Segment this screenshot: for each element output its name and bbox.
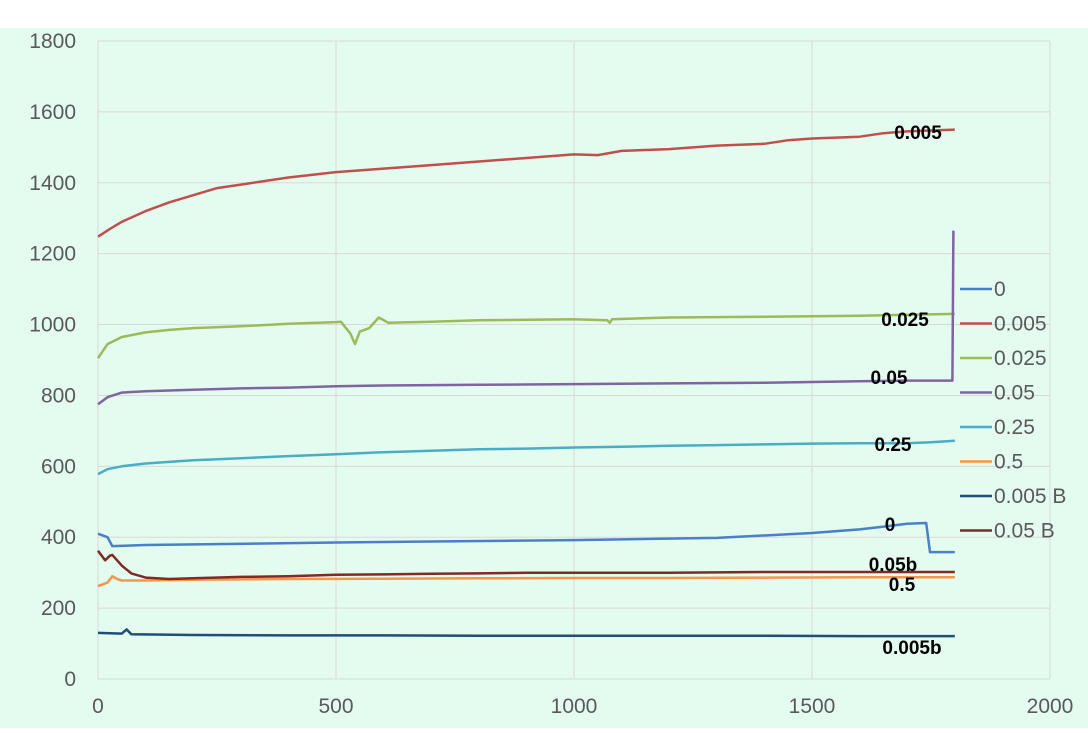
series-line-5 <box>97 439 955 476</box>
series-label-6: 0.5 <box>889 575 916 596</box>
legend-entry-2: 0.005 <box>994 313 1047 336</box>
y-tick-label: 600 <box>41 455 76 478</box>
series-label-3: 0.025 <box>881 310 929 331</box>
y-tick-label: 1400 <box>29 172 76 195</box>
x-tick-label: 1500 <box>789 695 836 718</box>
legend-entry-5: 0.25 <box>994 416 1035 439</box>
series-line-2 <box>97 128 955 238</box>
legend-entry-1: 0 <box>994 278 1006 301</box>
y-tick-label: 200 <box>41 597 76 620</box>
series-label-1: 0 <box>885 515 896 536</box>
series-line-3 <box>96 312 955 359</box>
legend: 0 0.005 0.025 0.05 0.25 0.5 0.005 B 0.05 B <box>960 278 1066 543</box>
chart-top-strip <box>0 0 1088 28</box>
series-end-labels: 0 0.005 0.025 0.05 0.25 0.5 0.005b 0.05b <box>869 123 943 659</box>
x-tick-label: 0 <box>92 695 104 718</box>
legend-entry-8: 0.05 B <box>994 520 1055 543</box>
series-line-1 <box>97 521 955 554</box>
series-line-6 <box>97 574 955 588</box>
y-tick-label: 1000 <box>29 314 76 337</box>
series-label-5: 0.25 <box>875 435 912 456</box>
y-tick-label: 1200 <box>29 243 76 266</box>
y-tick-label: 1600 <box>29 101 76 124</box>
series-line-8 <box>96 549 955 581</box>
series-line-7 <box>97 628 955 638</box>
series-line-4 <box>97 230 955 406</box>
y-tick-label: 800 <box>41 384 76 407</box>
y-tick-label: 0 <box>64 668 76 691</box>
series-label-7: 0.005b <box>882 638 941 659</box>
axis-ticks: 0 200 400 600 800 1000 1200 1400 1600 1800 0 500 100… <box>29 30 1073 718</box>
x-tick-label: 1000 <box>551 695 598 718</box>
y-tick-label: 1800 <box>29 30 76 53</box>
legend-entry-3: 0.025 <box>994 347 1047 370</box>
x-tick-label: 2000 <box>1027 695 1074 718</box>
series-lines <box>96 128 955 638</box>
legend-entry-7: 0.005 B <box>994 485 1066 508</box>
legend-entry-6: 0.5 <box>994 451 1023 474</box>
series-label-2: 0.005 <box>894 123 942 144</box>
legend-entry-4: 0.05 <box>994 382 1035 405</box>
series-label-8: 0.05b <box>869 555 918 576</box>
x-tick-label: 500 <box>318 695 353 718</box>
series-label-4: 0.05 <box>871 368 908 389</box>
y-tick-label: 400 <box>41 526 76 549</box>
